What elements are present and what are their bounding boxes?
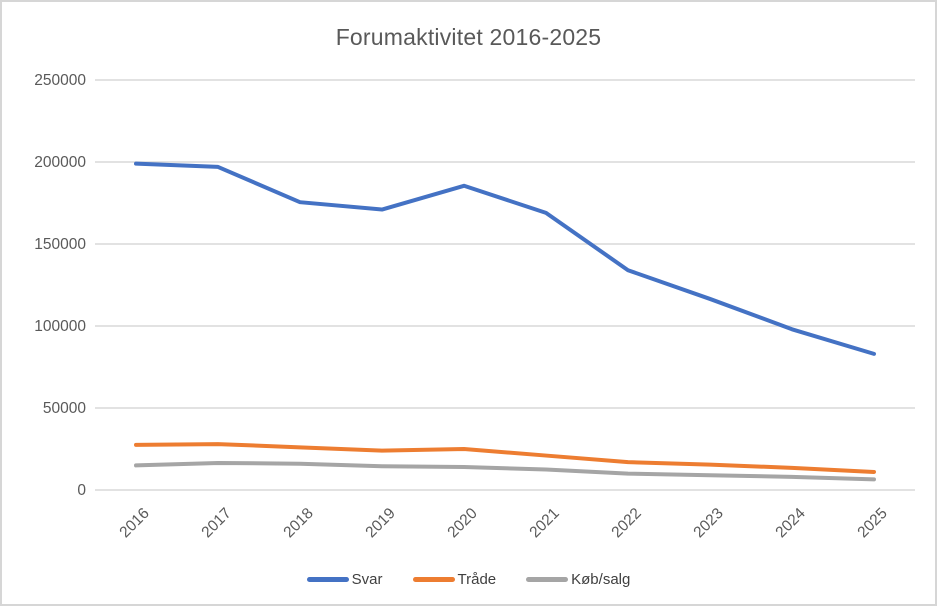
y-axis-tick-label: 50000 [43, 400, 86, 417]
x-axis-tick-label: 2017 [198, 505, 234, 541]
x-axis-tick-label: 2019 [362, 505, 398, 541]
y-axis-tick-label: 250000 [34, 72, 86, 89]
traade-line-marker-icon [412, 577, 455, 582]
legend-item-svar: Svar [306, 571, 383, 588]
x-axis-tick-label: 2018 [280, 505, 316, 541]
series-line-kbsalg [134, 460, 876, 482]
legend-label-koebsalg: Køb/salg [571, 571, 631, 588]
x-axis-tick-label: 2024 [772, 505, 809, 542]
chart-legend: Svar Tråde Køb/salg [2, 571, 935, 588]
y-axis-tick-label: 0 [77, 482, 86, 499]
x-axis-tick-label: 2020 [444, 505, 481, 542]
series-line-svar [134, 161, 876, 356]
svar-line-marker-icon [306, 577, 349, 582]
legend-item-koebsalg: Køb/salg [526, 571, 630, 588]
y-axis-tick-label: 100000 [34, 318, 86, 335]
series-line-trde [134, 442, 876, 474]
x-axis-tick-label: 2021 [526, 505, 562, 541]
chart-title: Forumaktivitet 2016-2025 [335, 24, 602, 50]
y-axis-tick-label: 150000 [34, 236, 86, 253]
x-axis-tick-label: 2025 [854, 505, 890, 541]
legend-item-traade: Tråde [412, 571, 497, 588]
legend-label-traade: Tråde [457, 571, 497, 588]
x-axis-tick-label: 2022 [608, 505, 644, 541]
y-axis-tick-label: 200000 [34, 154, 86, 171]
legend-label-svar: Svar [351, 571, 383, 588]
x-axis-tick-label: 2016 [116, 505, 152, 541]
koebsalg-line-marker-icon [526, 577, 569, 582]
x-axis-tick-label: 2023 [690, 505, 726, 541]
